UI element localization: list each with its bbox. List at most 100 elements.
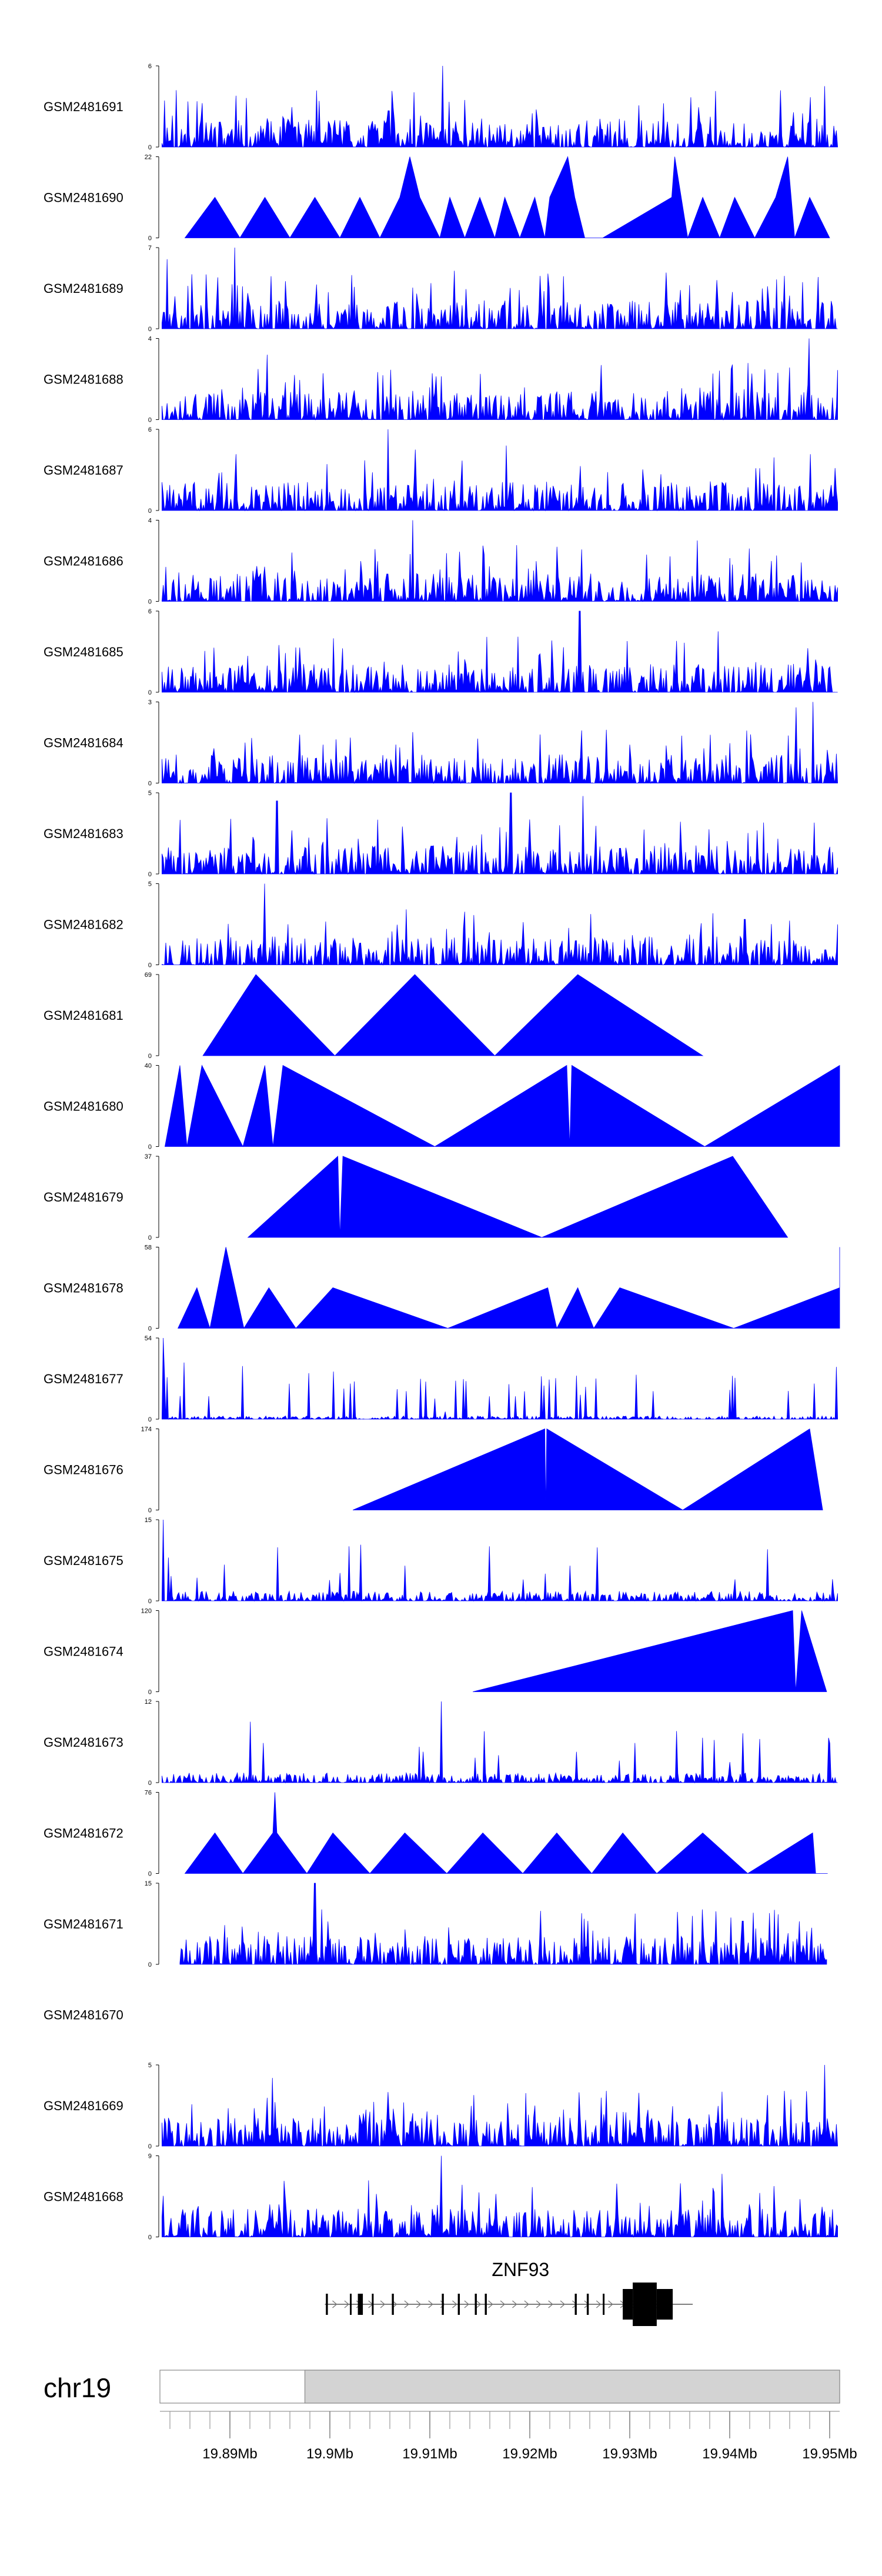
strand-arrow (428, 2300, 433, 2308)
track-label: GSM2481679 (44, 1190, 123, 1204)
strand-arrow (380, 2300, 386, 2308)
track-label: GSM2481681 (44, 1008, 123, 1023)
ideogram-highlight (304, 2370, 840, 2404)
track-GSM2481691: GSM2481691 6 0 (44, 63, 838, 151)
y-tick-label-max: 69 (145, 972, 152, 979)
coverage-area (162, 338, 838, 421)
gene-exon (656, 2289, 673, 2320)
track-GSM2481689: GSM2481689 7 0 (44, 245, 838, 333)
gene-exon (358, 2294, 363, 2315)
track-GSM2481678: GSM2481678 58 0 (44, 1244, 840, 1333)
track-label: GSM2481690 (44, 191, 123, 205)
coverage-area (162, 1701, 838, 1784)
track-label: GSM2481686 (44, 554, 123, 569)
coverage-area (202, 974, 704, 1056)
y-tick-label-min: 0 (148, 508, 152, 515)
coverage-area (247, 1156, 789, 1238)
track-label: GSM2481669 (44, 2098, 123, 2113)
gene-exon (457, 2294, 460, 2315)
y-tick-label-min: 0 (148, 144, 152, 151)
track-GSM2481674: GSM2481674 120 0 (44, 1608, 827, 1696)
track-label: GSM2481674 (44, 1644, 123, 1659)
y-tick-label-min: 0 (148, 1234, 152, 1242)
y-tick-label-max: 15 (145, 1880, 152, 1887)
track-GSM2481677: GSM2481677 54 0 (44, 1335, 838, 1423)
coverage-area (352, 1428, 823, 1510)
y-tick-label-max: 54 (145, 1335, 152, 1342)
gene-exon (633, 2283, 657, 2326)
gene-exon (603, 2294, 605, 2315)
y-tick-label-max: 15 (145, 1517, 152, 1524)
strand-arrow (404, 2300, 409, 2308)
track-label: GSM2481689 (44, 281, 123, 296)
strand-arrow (560, 2300, 566, 2308)
genome-axis: 19.89Mb 19.9Mb 19.91Mb 19.92Mb 19.93Mb 19.94M… (160, 2411, 857, 2462)
y-tick-label-min: 0 (148, 1416, 152, 1423)
gene-model: ZNF93 (325, 2259, 693, 2326)
track-label: GSM2481691 (44, 99, 123, 114)
track-label: GSM2481670 (44, 2008, 123, 2023)
y-tick-label-min: 0 (148, 1780, 152, 1787)
gene-name-label: ZNF93 (492, 2259, 549, 2280)
gene-exon (623, 2289, 633, 2320)
y-tick-label-max: 40 (145, 1063, 152, 1070)
y-tick-label-min: 0 (148, 689, 152, 696)
coverage-area (162, 520, 838, 602)
coverage-area (162, 1337, 838, 1420)
track-GSM2481683: GSM2481683 5 0 (44, 790, 838, 878)
y-tick-label-min: 0 (148, 599, 152, 606)
coverage-area (162, 883, 838, 966)
track-GSM2481680: GSM2481680 40 0 (44, 1063, 840, 1151)
coverage-area (162, 610, 838, 693)
track-label: GSM2481684 (44, 736, 123, 750)
strand-arrow (416, 2300, 422, 2308)
x-tick-label: 19.93Mb (602, 2446, 657, 2462)
y-tick-label-min: 0 (148, 235, 152, 242)
y-tick-label-max: 22 (145, 154, 152, 161)
track-label: GSM2481687 (44, 463, 123, 478)
track-label: GSM2481672 (44, 1826, 123, 1841)
data-tracks: GSM248169160GSM2481690220GSM248168970GSM… (44, 63, 840, 2241)
track-GSM2481687: GSM2481687 6 0 (44, 426, 838, 515)
x-tick-label: 19.9Mb (306, 2446, 353, 2462)
y-tick-label-max: 174 (141, 1426, 152, 1433)
y-tick-label-max: 3 (148, 699, 152, 706)
y-tick-label-min: 0 (148, 1507, 152, 1514)
coverage-area (162, 1519, 838, 1602)
strand-arrow (476, 2300, 482, 2308)
y-tick-label-min: 0 (148, 871, 152, 878)
x-tick-label: 19.94Mb (702, 2446, 757, 2462)
track-GSM2481686: GSM2481686 4 0 (44, 518, 838, 606)
coverage-area (162, 247, 838, 330)
track-GSM2481681: GSM2481681 69 0 (44, 972, 704, 1060)
gene-exon (586, 2294, 589, 2315)
track-GSM2481682: GSM2481682 5 0 (44, 881, 838, 969)
y-tick-label-max: 76 (145, 1790, 152, 1797)
gene-exon (372, 2294, 374, 2315)
gene-exon (326, 2294, 328, 2315)
chromosome-ideogram: chr19 (44, 2370, 840, 2404)
coverage-area (162, 2155, 838, 2238)
gene-exon (392, 2294, 394, 2315)
y-tick-label-min: 0 (148, 417, 152, 424)
y-tick-label-max: 12 (145, 1699, 152, 1706)
strand-arrow (548, 2300, 553, 2308)
strand-arrow (608, 2300, 613, 2308)
y-tick-label-max: 5 (148, 790, 152, 797)
y-tick-label-max: 120 (141, 1608, 152, 1615)
strand-arrow (332, 2300, 338, 2308)
coverage-area (162, 65, 838, 148)
track-label: GSM2481685 (44, 645, 123, 659)
y-tick-label-max: 7 (148, 245, 152, 252)
track-GSM2481668: GSM2481668 9 0 (44, 2153, 838, 2241)
y-tick-label-max: 58 (145, 1244, 152, 1252)
coverage-area (184, 1792, 828, 1874)
track-GSM2481675: GSM2481675 15 0 (44, 1517, 838, 1605)
coverage-area (184, 156, 830, 239)
coverage-area (162, 429, 838, 512)
strand-arrow (500, 2300, 506, 2308)
y-tick-label-max: 6 (148, 608, 152, 615)
y-tick-label-max: 5 (148, 2062, 152, 2069)
strand-arrow (512, 2300, 517, 2308)
